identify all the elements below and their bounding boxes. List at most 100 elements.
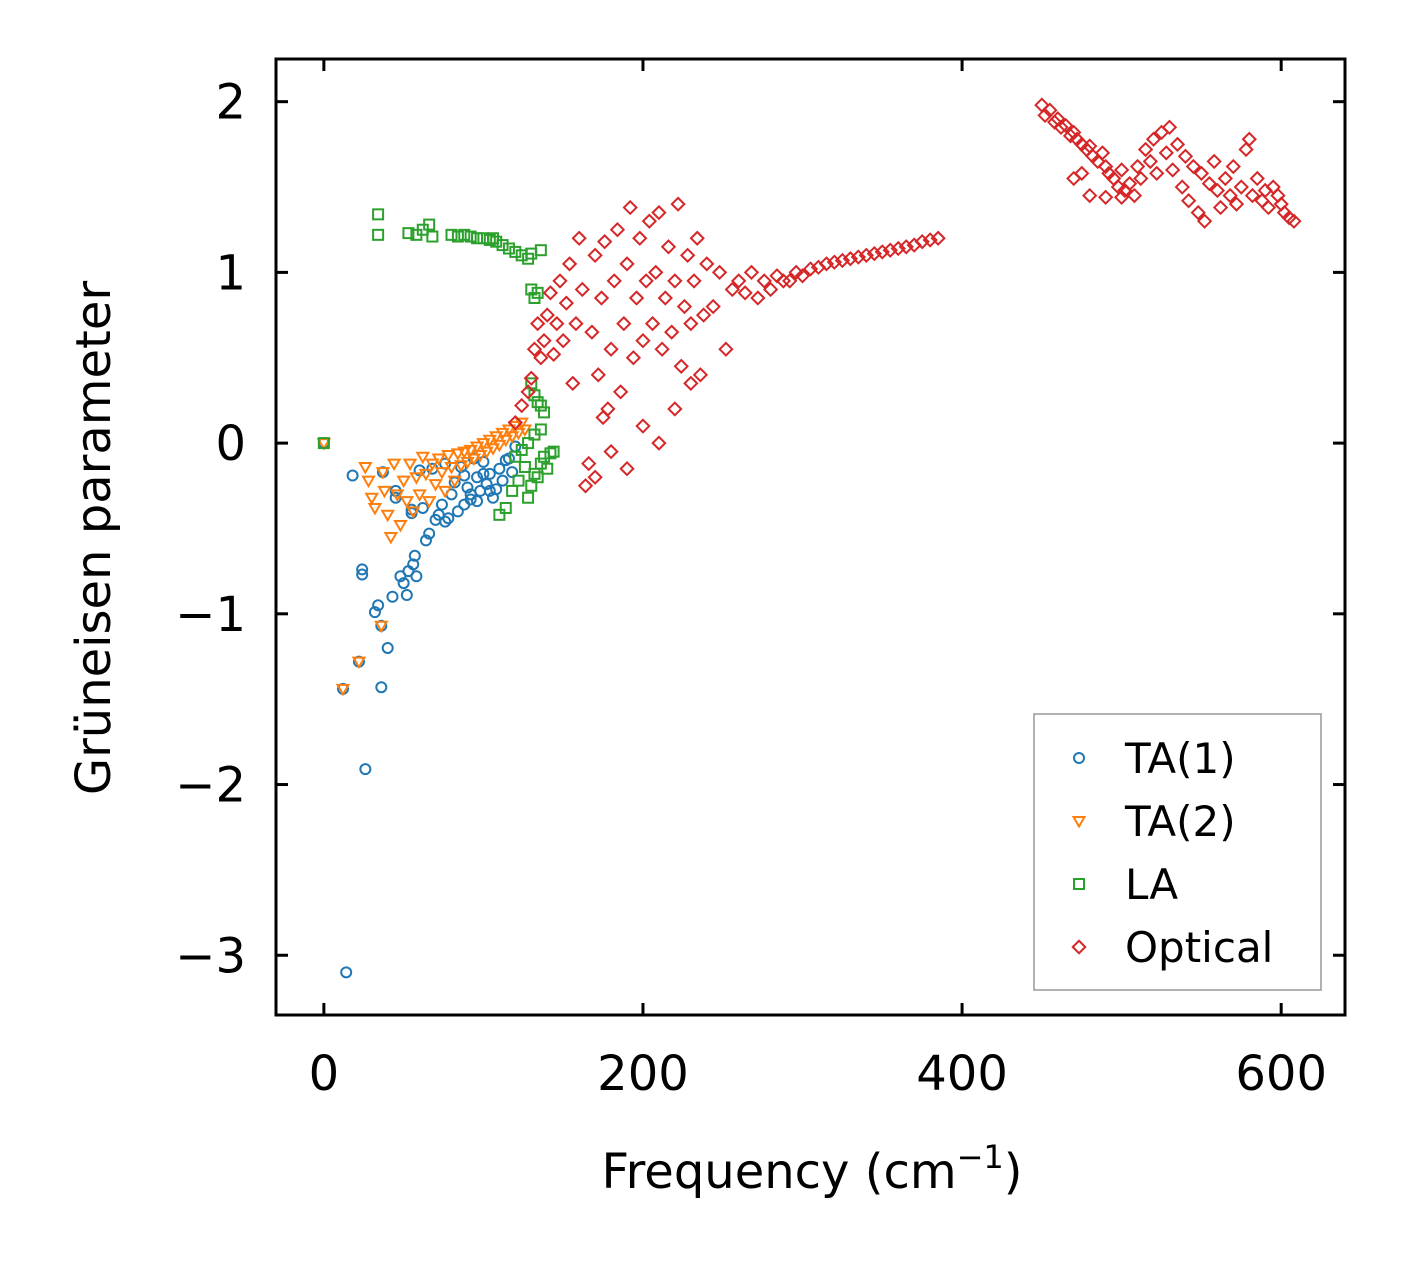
data-point [542, 285, 559, 301]
data-point [375, 681, 388, 694]
data-point [657, 290, 673, 306]
data-point [1074, 165, 1090, 182]
data-point [1244, 187, 1261, 204]
data-point [374, 620, 389, 634]
data-point [1062, 128, 1079, 144]
data-point [750, 290, 766, 306]
data-point [528, 389, 541, 402]
data-point [638, 273, 654, 289]
data-point [386, 458, 402, 472]
data-point [451, 505, 464, 518]
data-point [930, 230, 946, 246]
data-point [1238, 141, 1254, 158]
data-point [1225, 158, 1241, 175]
data-point [600, 401, 616, 417]
data-point [718, 341, 734, 357]
data-point [756, 273, 772, 289]
data-point [1190, 204, 1206, 221]
data-point [356, 563, 369, 576]
data-point [597, 234, 613, 250]
data-point [464, 493, 477, 506]
data-point [506, 484, 519, 497]
data-point [1201, 175, 1218, 192]
data-point [372, 208, 385, 221]
data-point [794, 268, 811, 284]
data-point [539, 307, 555, 323]
y-tick-label: 2 [215, 75, 246, 131]
data-point [520, 384, 536, 400]
data-point [1286, 213, 1302, 229]
data-point [531, 471, 544, 484]
data-point [622, 199, 638, 216]
data-point [457, 446, 472, 460]
data-point [1217, 170, 1234, 187]
data-point [471, 471, 484, 484]
data-point [1180, 193, 1197, 209]
data-point [826, 254, 843, 270]
data-point [464, 230, 477, 243]
data-point [612, 384, 629, 400]
data-point [561, 256, 578, 272]
data-point [506, 466, 519, 479]
series-ta-1- [317, 437, 522, 979]
data-point [834, 252, 851, 269]
data-point [534, 423, 547, 436]
data-point [515, 443, 528, 456]
data-point [410, 570, 423, 583]
data-point [444, 462, 459, 475]
data-point [590, 367, 606, 383]
data-point [641, 213, 658, 229]
data-point [364, 492, 379, 506]
data-point [367, 502, 383, 516]
series-optical [507, 97, 1302, 494]
data-point [1185, 158, 1202, 175]
data-point [509, 450, 522, 463]
data-point [534, 399, 547, 412]
data-point [1066, 124, 1082, 141]
data-point [490, 235, 503, 248]
data-point [496, 239, 509, 252]
data-point [509, 245, 522, 258]
data-point [654, 341, 670, 357]
legend-marker [1071, 939, 1087, 955]
data-point [609, 222, 626, 238]
data-point [922, 232, 938, 248]
data-point [587, 247, 603, 263]
data-point [547, 445, 560, 458]
data-point [619, 256, 635, 272]
data-point [490, 483, 503, 496]
data-point [515, 249, 528, 262]
data-point [660, 239, 677, 255]
data-point [356, 568, 369, 581]
data-point [866, 245, 882, 262]
data-point [552, 273, 568, 289]
data-point [368, 606, 381, 619]
data-point [1177, 148, 1194, 164]
x-axis-label-text: Frequency (cm [601, 1144, 956, 1200]
plot-frame [274, 57, 1347, 1017]
data-point [445, 228, 458, 241]
data-point [434, 467, 450, 480]
x-axis-label-superscript: −1 [957, 1138, 1004, 1176]
data-point [664, 324, 680, 340]
data-point [335, 683, 351, 697]
data-point [568, 315, 584, 332]
data-point [549, 315, 565, 332]
legend-label: TA(1) [1124, 734, 1236, 783]
data-point [439, 515, 452, 528]
data-point [502, 242, 515, 255]
data-point [1149, 165, 1165, 182]
data-point [762, 281, 779, 298]
data-point [676, 298, 693, 315]
data-point [584, 324, 600, 340]
data-point [523, 370, 539, 386]
data-point [425, 458, 440, 472]
data-point [437, 485, 453, 499]
data-point [415, 451, 431, 465]
data-point [418, 468, 434, 482]
y-tick-label: 1 [215, 245, 246, 301]
data-point [1042, 102, 1058, 118]
data-point [483, 484, 496, 497]
data-point [522, 437, 535, 450]
